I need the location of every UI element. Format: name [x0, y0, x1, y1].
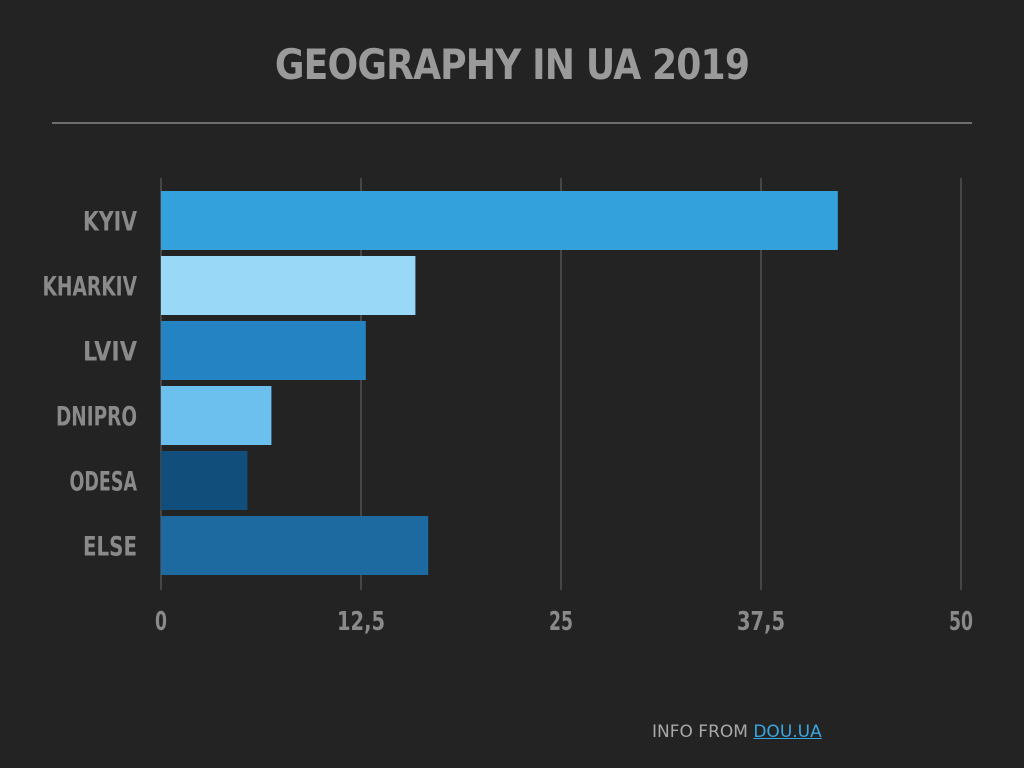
category-label: DNIPRO	[56, 402, 137, 433]
title-divider	[52, 122, 972, 124]
bar-kyiv	[161, 191, 838, 250]
bar-chart: KYIV KHARKIV LVIV DNIPRO ODESA ELSE 0 12,5 25 37…	[43, 178, 973, 637]
category-label: KHARKIV	[43, 272, 138, 303]
bars	[161, 191, 838, 575]
bar-dnipro	[161, 386, 272, 445]
x-tick-label: 12,5	[337, 607, 385, 637]
source-note: INFO FROM DOU.UA	[652, 722, 822, 742]
bar-kharkiv	[161, 256, 416, 315]
category-labels: KYIV KHARKIV LVIV DNIPRO ODESA ELSE	[43, 207, 138, 563]
x-tick-label: 0	[155, 607, 167, 637]
category-label: LVIV	[83, 337, 137, 368]
category-label: ELSE	[83, 532, 137, 563]
category-label: ODESA	[70, 467, 138, 498]
bar-lviv	[161, 321, 366, 380]
source-link[interactable]: DOU.UA	[753, 722, 822, 742]
chart-title: GEOGRAPHY IN UA 2019	[274, 40, 750, 89]
bar-else	[161, 516, 429, 575]
x-tick-label: 37,5	[737, 607, 785, 637]
x-tick-label: 50	[949, 607, 973, 637]
x-tick-labels: 0 12,5 25 37,5 50	[155, 607, 973, 637]
category-label: KYIV	[83, 207, 137, 238]
bar-odesa	[161, 451, 248, 510]
source-prefix: INFO FROM	[652, 722, 754, 742]
x-tick-label: 25	[549, 607, 573, 637]
